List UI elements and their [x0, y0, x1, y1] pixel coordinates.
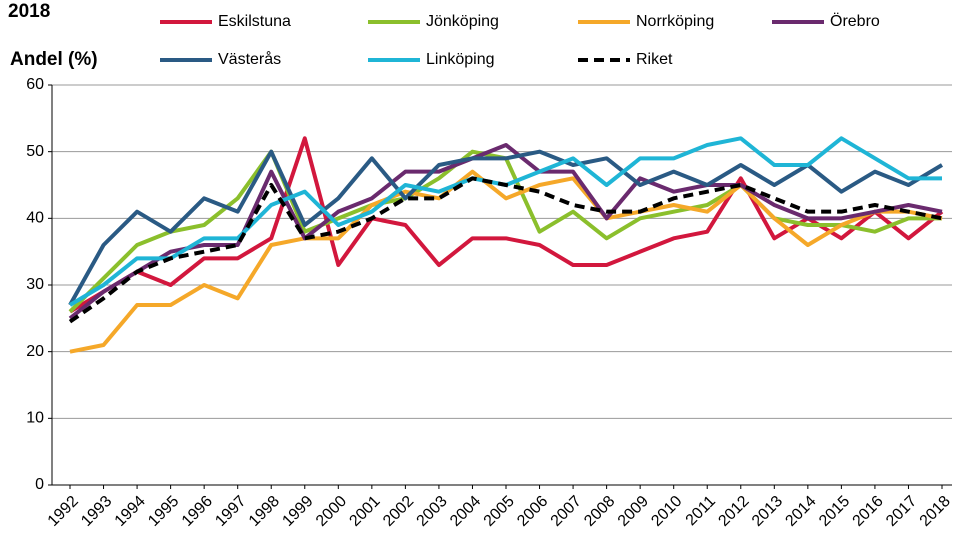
x-tick-label: 2010: [648, 493, 685, 530]
x-tick-label: 1999: [279, 493, 316, 530]
x-tick-label: 1995: [145, 493, 182, 530]
series-line: [68, 136, 944, 314]
x-tick-label: 2011: [683, 493, 719, 529]
x-tick-label: 1992: [45, 493, 82, 530]
legend-label: Linköping: [426, 51, 495, 68]
x-tick-label: 2015: [816, 493, 853, 530]
x-tick-label: 2012: [715, 493, 752, 530]
x-tick-label: 2001: [346, 493, 383, 530]
x-tick-label: 2018: [917, 493, 954, 530]
y-tick-label: 0: [35, 476, 44, 493]
x-tick-label: 2007: [548, 493, 585, 530]
x-tick-label: 1996: [179, 493, 216, 530]
y-tick-label: 50: [26, 143, 44, 160]
series-line: [69, 169, 943, 354]
x-tick-label: 2002: [380, 493, 417, 530]
series-line: [68, 143, 943, 320]
legend-label: Västerås: [218, 50, 281, 68]
x-tick-label: 2005: [481, 493, 518, 530]
x-tick-label: 2016: [850, 493, 887, 530]
x-tick-label: 2008: [581, 493, 618, 530]
x-tick-label: 1994: [112, 493, 149, 530]
legend-label: Örebro: [830, 12, 880, 30]
y-tick-label: 30: [26, 276, 44, 293]
x-tick-label: 2003: [414, 493, 451, 530]
y-tick-label: 60: [26, 76, 44, 93]
legend-label: Riket: [636, 51, 673, 68]
legend-label: Norrköping: [636, 13, 714, 30]
y-tick-label: 40: [26, 210, 44, 227]
series-line: [68, 149, 944, 306]
x-tick-label: 1993: [78, 493, 115, 530]
series-line: [68, 176, 943, 324]
x-tick-label: 2006: [514, 493, 551, 530]
legend-label: Jönköping: [426, 13, 499, 30]
x-tick-label: 2009: [615, 493, 652, 530]
x-tick-label: 1998: [246, 493, 283, 530]
x-tick-label: 2004: [447, 493, 484, 530]
x-tick-label: 1997: [212, 493, 249, 530]
chart-title: 2018: [8, 1, 50, 22]
y-tick-label: 20: [26, 343, 44, 360]
y-axis-label: Andel (%): [10, 49, 98, 70]
x-tick-label: 2014: [782, 493, 819, 530]
x-tick-label: 2000: [313, 493, 350, 530]
legend-label: Eskilstuna: [218, 13, 291, 30]
x-tick-label: 2013: [749, 493, 786, 530]
y-tick-label: 10: [26, 410, 44, 427]
x-tick-label: 2017: [883, 493, 920, 530]
